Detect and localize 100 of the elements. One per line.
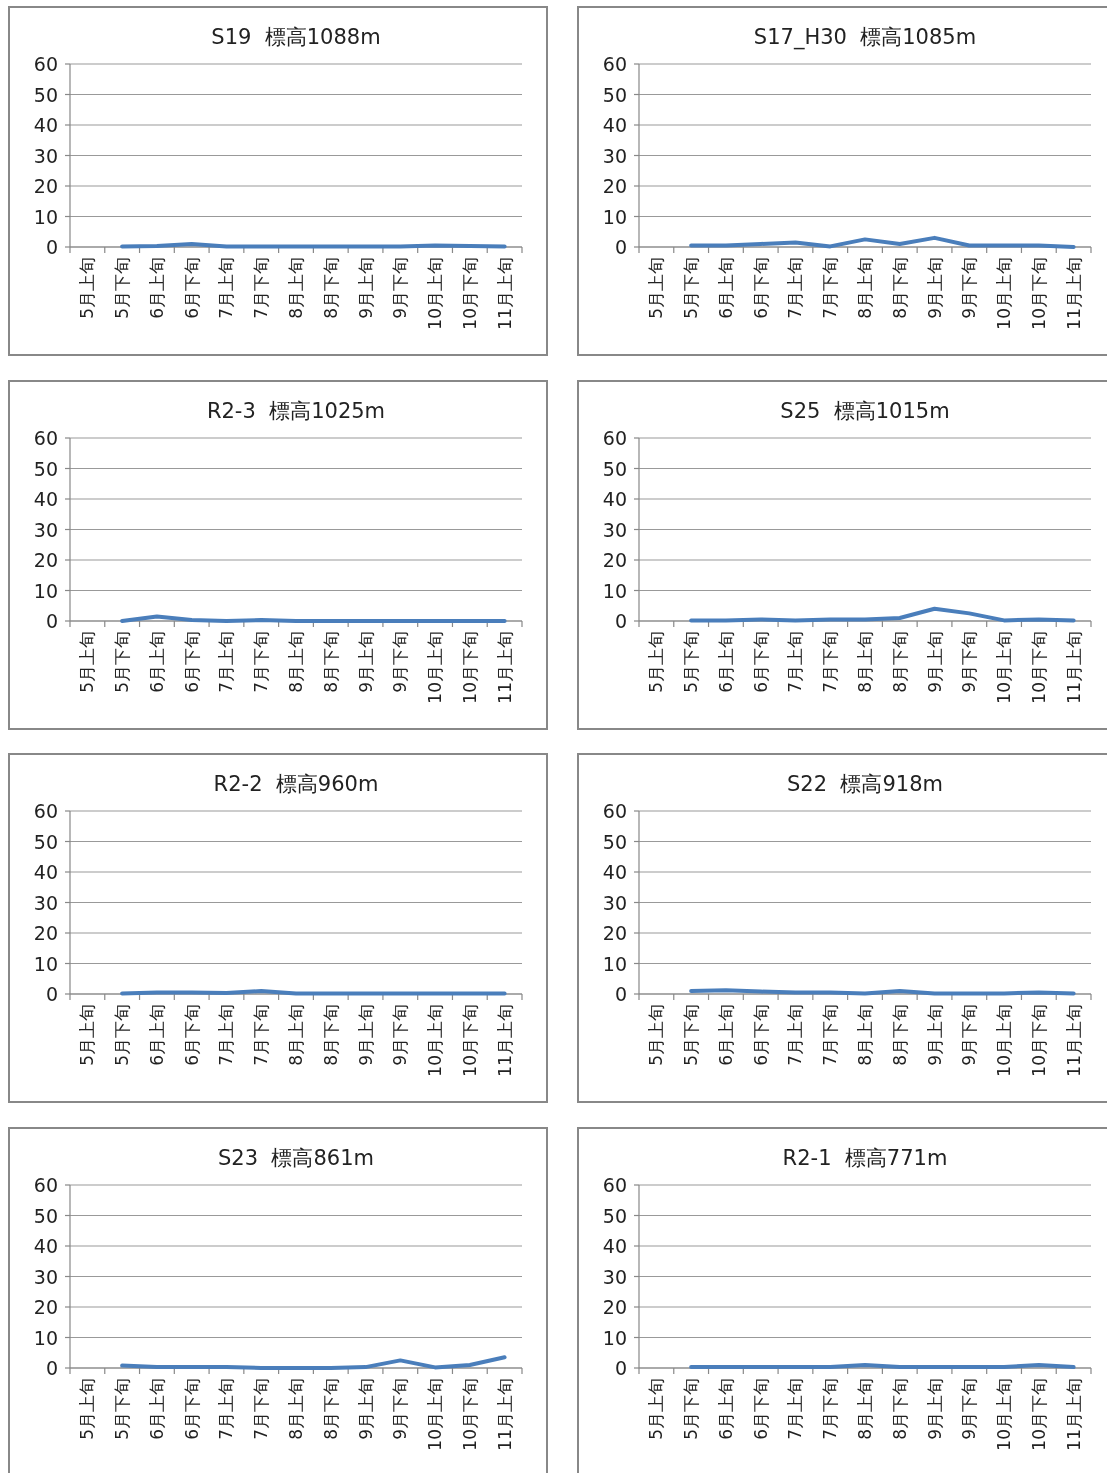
y-tick-label: 60: [602, 1174, 627, 1196]
y-tick-label: 10: [33, 205, 58, 228]
y-tick-label: 10: [602, 579, 627, 602]
x-tick-label: 5月下旬: [681, 631, 702, 693]
x-tick-label: 10月上旬: [994, 257, 1015, 330]
x-tick-label: 8月下旬: [320, 1004, 341, 1066]
x-tick-label: 6月下旬: [750, 631, 771, 693]
x-tick-label: 7月下旬: [251, 1004, 272, 1066]
y-tick-label: 40: [602, 1235, 627, 1257]
x-tick-label: 10月下旬: [459, 1004, 480, 1077]
x-tick-label: 6月下旬: [181, 257, 202, 319]
x-tick-label: 8月下旬: [320, 257, 341, 319]
x-tick-label: 11月上旬: [1063, 1004, 1084, 1077]
chart-title: R2-3 標高1025m: [206, 399, 386, 423]
x-tick-label: 11月上旬: [1063, 1378, 1084, 1451]
x-tick-label: 6月下旬: [750, 257, 771, 319]
x-tick-label: 5月上旬: [77, 257, 98, 319]
y-tick-label: 50: [33, 1204, 58, 1227]
y-tick-label: 0: [45, 983, 58, 1005]
y-tick-label: 50: [602, 1204, 627, 1227]
y-tick-label: 40: [33, 1235, 58, 1257]
chart-title: S25 標高1015m: [780, 399, 950, 423]
x-tick-label: 10月下旬: [459, 257, 480, 330]
x-tick-label: 5月下旬: [112, 1004, 133, 1066]
x-tick-label: 10月下旬: [459, 631, 480, 704]
x-tick-label: 5月上旬: [77, 631, 98, 693]
x-tick-label: 9月上旬: [355, 1378, 376, 1440]
line-series: [689, 606, 1076, 623]
x-tick-label: 9月下旬: [959, 1378, 980, 1440]
x-tick-label: 5月上旬: [77, 1004, 98, 1066]
y-tick-label: 0: [45, 1357, 58, 1379]
x-tick-label: 9月上旬: [355, 631, 376, 693]
x-tick-label: 6月下旬: [181, 1378, 202, 1440]
y-tick-label: 0: [614, 610, 627, 632]
x-tick-label: 11月上旬: [494, 1004, 515, 1077]
x-tick-label: 8月下旬: [320, 631, 341, 693]
x-tick-label: 6月上旬: [146, 1378, 167, 1440]
x-tick-label: 6月下旬: [750, 1004, 771, 1066]
x-tick-label: 8月上旬: [855, 631, 875, 693]
x-tick-label: 5月上旬: [77, 1378, 98, 1440]
x-tick-label: 10月下旬: [1028, 257, 1049, 330]
line-series: [120, 1355, 507, 1370]
x-tick-label: 5月上旬: [646, 1004, 667, 1066]
y-tick-label: 30: [33, 1265, 58, 1288]
x-tick-label: 7月上旬: [785, 1378, 806, 1440]
chart-title: S19 標高1088m: [211, 25, 381, 49]
x-tick-label: 5月上旬: [646, 1378, 667, 1440]
y-tick-label: 50: [33, 83, 58, 106]
x-tick-label: 8月上旬: [286, 631, 306, 693]
chart-title: R2-1 標高771m: [782, 1146, 948, 1170]
x-tick-label: 9月下旬: [959, 257, 980, 319]
y-tick-label: 60: [33, 427, 58, 449]
y-tick-label: 10: [602, 952, 627, 975]
x-tick-label: 7月下旬: [251, 1378, 272, 1440]
x-tick-label: 5月下旬: [681, 1378, 702, 1440]
y-tick-label: 30: [33, 891, 58, 914]
x-tick-label: 11月上旬: [494, 257, 515, 330]
x-tick-label: 9月下旬: [959, 1004, 980, 1066]
y-tick-label: 40: [33, 114, 58, 136]
x-tick-label: 7月上旬: [216, 257, 237, 319]
x-tick-label: 8月上旬: [855, 257, 875, 319]
x-tick-label: 9月上旬: [355, 1004, 376, 1066]
y-tick-label: 10: [602, 205, 627, 228]
x-tick-label: 5月下旬: [112, 257, 133, 319]
x-tick-label: 10月上旬: [425, 1378, 446, 1451]
y-tick-label: 20: [602, 549, 627, 571]
x-tick-label: 5月上旬: [646, 631, 667, 693]
y-tick-label: 50: [602, 457, 627, 480]
x-tick-label: 11月上旬: [494, 1378, 515, 1451]
y-tick-label: 20: [602, 1296, 627, 1318]
y-tick-label: 30: [33, 518, 58, 541]
x-tick-label: 7月上旬: [785, 1004, 806, 1066]
x-tick-label: 10月上旬: [425, 631, 446, 704]
x-tick-label: 8月上旬: [286, 1378, 306, 1440]
x-tick-label: 5月下旬: [681, 1004, 702, 1066]
x-tick-label: 9月上旬: [924, 631, 945, 693]
x-tick-label: 9月下旬: [390, 1378, 411, 1440]
chart-title: S22 標高918m: [787, 772, 943, 796]
y-tick-label: 60: [602, 800, 627, 822]
x-tick-label: 11月上旬: [494, 631, 515, 704]
chart-title: S23 標高861m: [218, 1146, 374, 1170]
y-tick-label: 30: [602, 891, 627, 914]
y-tick-label: 10: [33, 1326, 58, 1349]
y-tick-label: 50: [602, 83, 627, 106]
y-tick-label: 40: [33, 861, 58, 883]
x-tick-label: 5月上旬: [646, 257, 667, 319]
x-tick-label: 9月上旬: [924, 1004, 945, 1066]
x-tick-label: 7月下旬: [820, 257, 841, 319]
y-tick-label: 60: [33, 800, 58, 822]
x-tick-label: 8月上旬: [855, 1378, 875, 1440]
x-tick-label: 9月下旬: [959, 631, 980, 693]
chart-title: R2-2 標高960m: [213, 772, 379, 796]
y-tick-label: 40: [33, 488, 58, 510]
x-tick-label: 10月上旬: [994, 1004, 1015, 1077]
y-tick-label: 60: [33, 53, 58, 75]
x-tick-label: 9月下旬: [390, 1004, 411, 1066]
x-tick-label: 9月上旬: [355, 257, 376, 319]
y-tick-label: 20: [33, 922, 58, 944]
x-tick-label: 8月上旬: [286, 1004, 306, 1066]
x-tick-label: 6月下旬: [750, 1378, 771, 1440]
